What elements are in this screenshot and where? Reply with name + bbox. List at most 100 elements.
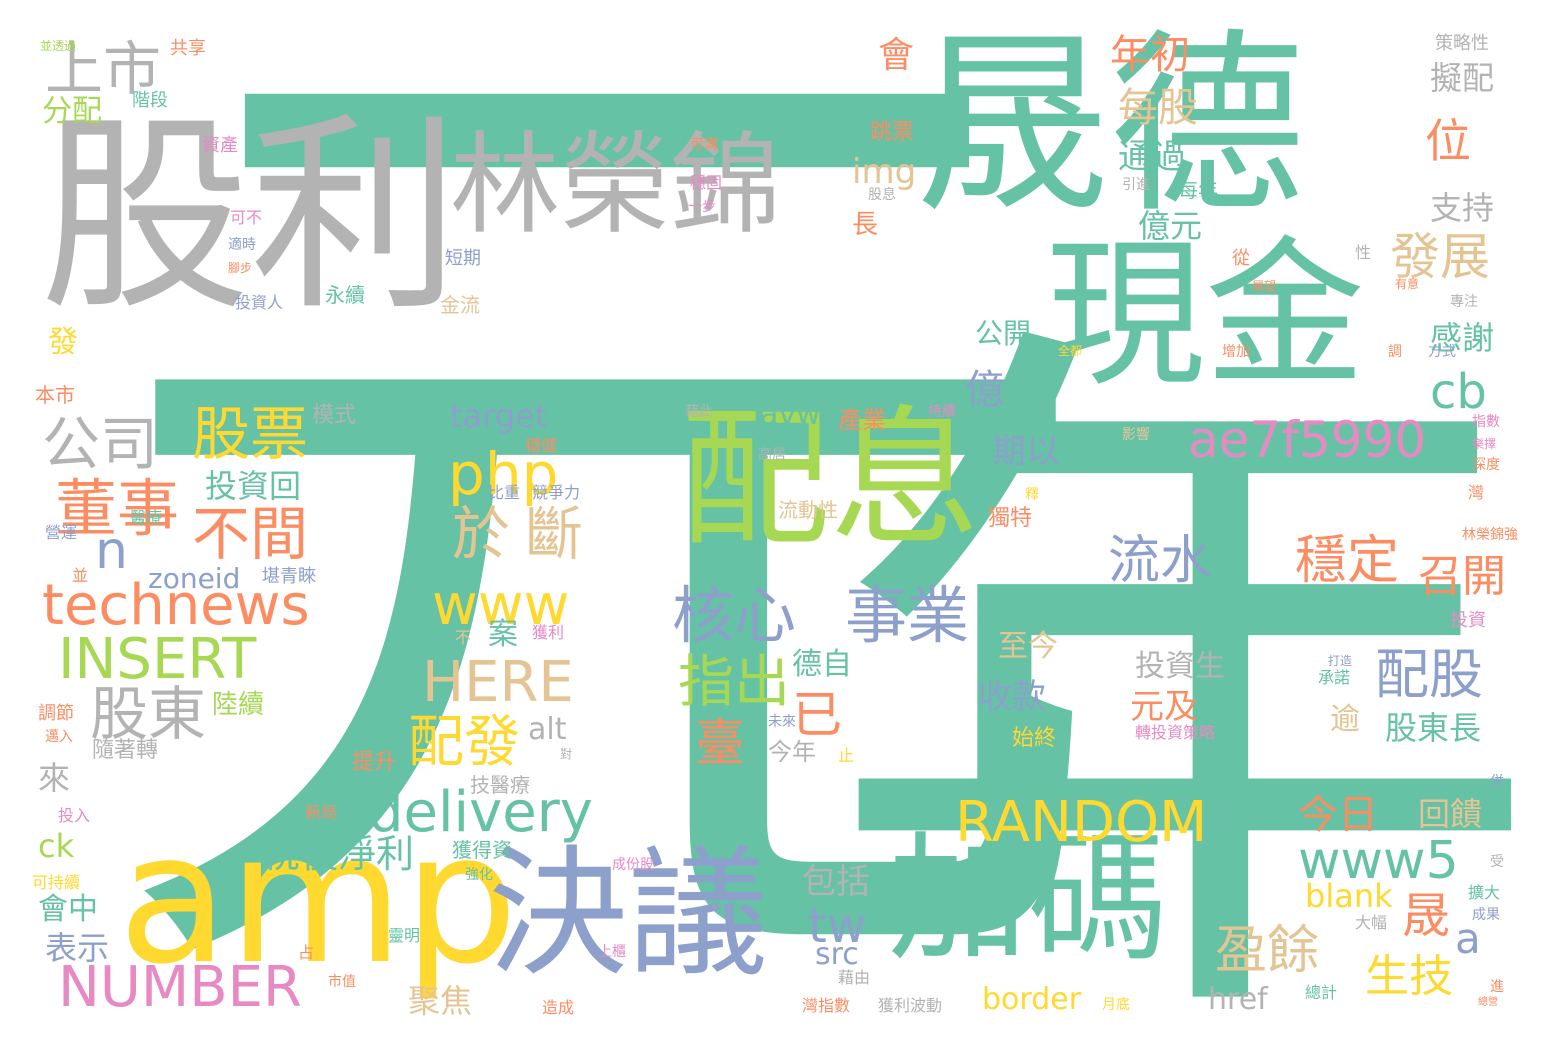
cloud-word: 穩健: [525, 436, 558, 455]
cloud-word: a: [1455, 914, 1481, 963]
cloud-word: ae7f5990: [1188, 411, 1427, 469]
cloud-word: 影響: [1122, 427, 1150, 443]
cloud-word: 調: [1388, 344, 1402, 360]
cloud-word: 總營: [1478, 997, 1498, 1008]
cloud-word: 總計: [1305, 983, 1338, 1002]
cloud-word: 期以: [992, 432, 1060, 472]
cloud-word: 成份股: [612, 857, 654, 873]
cloud-word: 生技: [1365, 951, 1453, 1002]
cloud-word: 每股: [1118, 85, 1198, 131]
cloud-word: 投資生: [1135, 649, 1225, 684]
cloud-word: 林榮錦: [450, 121, 780, 249]
cloud-word: 醫療: [130, 508, 163, 527]
cloud-word: 未來: [768, 714, 796, 730]
cloud-word: 盈餘: [1215, 921, 1320, 981]
cloud-word: 資產: [202, 135, 238, 156]
cloud-word: 腳步: [228, 261, 253, 275]
cloud-word: border: [982, 982, 1082, 1017]
cloud-word: 營運: [45, 523, 78, 542]
cloud-word: 擴大: [1468, 883, 1501, 902]
cloud-word: 市值: [328, 974, 356, 990]
cloud-word: 適時: [228, 237, 256, 253]
cloud-word: 陸續: [212, 690, 265, 720]
cloud-word: href: [1208, 982, 1268, 1017]
cloud-word: 可溝: [690, 137, 718, 153]
cloud-word: 上櫃: [598, 944, 626, 960]
cloud-word: tw: [808, 898, 867, 954]
cloud-word: 並透過: [40, 39, 77, 53]
cloud-word: delivery: [368, 780, 593, 845]
cloud-word: 支持: [1430, 189, 1495, 227]
cloud-word: 表示: [45, 929, 110, 967]
cloud-word: 年: [824, 271, 1544, 1052]
cloud-word: 灣指數: [802, 996, 851, 1015]
cloud-word: 階段: [132, 90, 168, 111]
cloud-word: 大幅: [1355, 913, 1388, 932]
cloud-word: 引進: [1122, 177, 1150, 193]
cloud-word: 短期: [445, 248, 481, 269]
cloud-word: 可持續: [32, 873, 81, 892]
cloud-word: 長: [852, 210, 879, 240]
cloud-word: NUMBER: [58, 955, 302, 1020]
cloud-word: 投入: [58, 806, 91, 825]
cloud-word: 回饋: [1418, 795, 1483, 833]
cloud-word: 今日: [1298, 792, 1378, 838]
cloud-word: 位: [1425, 114, 1471, 168]
cloud-word: 穩固: [690, 173, 723, 192]
cloud-word: 流動性: [778, 498, 838, 522]
cloud-word: 發展: [1390, 228, 1490, 286]
cloud-word: 獨特: [988, 506, 1033, 531]
cloud-word: 產業: [838, 406, 886, 434]
cloud-word: 召開: [1418, 551, 1506, 602]
cloud-word: 隨著轉: [92, 738, 159, 763]
cloud-word: 本市: [35, 383, 75, 407]
cloud-word: 堪青睞: [262, 566, 316, 587]
cloud-word: 元及: [1130, 687, 1198, 727]
cloud-word: cb: [1430, 364, 1487, 420]
cloud-word: 轉投資策略: [1135, 723, 1216, 742]
cloud-word: 併: [1490, 774, 1504, 790]
cloud-word: 核心: [672, 579, 797, 652]
cloud-word: 上市: [45, 35, 162, 103]
cloud-word: 感謝: [1430, 319, 1495, 357]
cloud-word: 占: [298, 943, 315, 962]
cloud-word: 承諾: [1318, 668, 1351, 687]
cloud-word: 邁入: [45, 729, 73, 745]
cloud-word: 止: [838, 746, 855, 765]
cloud-word: 配發: [408, 710, 520, 775]
cloud-word: 靈明: [388, 926, 421, 945]
cloud-word: 案: [488, 617, 518, 652]
cloud-word: 斷: [525, 500, 584, 568]
cloud-word: 不: [455, 628, 472, 647]
cloud-word: 至今: [998, 629, 1058, 664]
cloud-word: ck: [38, 827, 75, 865]
cloud-word: 比重: [488, 483, 521, 502]
cloud-word: 公開: [975, 317, 1032, 350]
cloud-word: 有意: [1395, 277, 1420, 291]
cloud-word: 金流: [440, 293, 480, 317]
cloud-word: 深度: [1472, 457, 1500, 473]
cloud-word: www5: [1298, 831, 1459, 891]
cloud-word: 一步: [688, 199, 716, 215]
cloud-word: n: [95, 521, 128, 581]
cloud-word: 豐沛: [318, 433, 351, 452]
cloud-word: 性: [1355, 243, 1372, 262]
cloud-word: 獲利: [532, 623, 565, 642]
cloud-word: 第四名: [968, 847, 1010, 863]
cloud-word: 配息: [680, 393, 981, 567]
cloud-word: amp: [118, 795, 518, 1004]
cloud-word: 股票: [192, 400, 309, 468]
cloud-word: 受: [1490, 854, 1504, 870]
cloud-word: 方式: [1428, 344, 1456, 360]
cloud-word: 聚焦: [408, 982, 473, 1020]
cloud-word: 策略性: [1435, 33, 1489, 54]
cloud-word: 晟: [1402, 888, 1451, 944]
cloud-word: 技醫療: [470, 773, 530, 797]
cloud-word: 造成: [542, 998, 575, 1017]
cloud-word: 已: [792, 686, 842, 744]
cloud-word: 股東長: [1385, 709, 1482, 747]
cloud-word: 樂擇: [1472, 437, 1497, 451]
cloud-word: 跳票: [870, 120, 915, 145]
cloud-word: 元: [95, 0, 1115, 1052]
cloud-word: 新局: [305, 803, 338, 822]
